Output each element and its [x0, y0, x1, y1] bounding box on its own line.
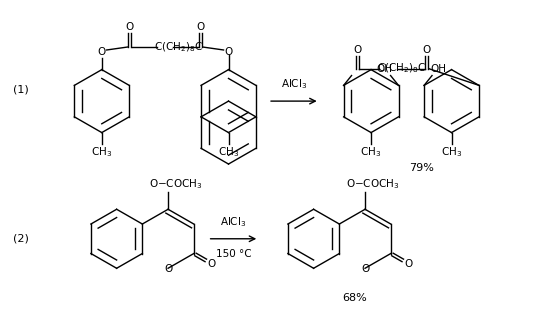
Text: OH: OH: [430, 64, 446, 74]
Text: 68%: 68%: [342, 293, 367, 303]
Text: CH$_3$: CH$_3$: [441, 145, 462, 159]
Text: O: O: [353, 45, 361, 55]
Text: O: O: [423, 45, 431, 55]
Text: C(CH$_2$)$_8$C: C(CH$_2$)$_8$C: [378, 62, 427, 76]
Text: O: O: [164, 264, 172, 274]
Text: C(CH$_2$)$_8$C: C(CH$_2$)$_8$C: [154, 40, 204, 54]
Text: 79%: 79%: [409, 163, 434, 173]
Text: O: O: [208, 259, 216, 269]
Text: AlCl$_3$: AlCl$_3$: [220, 215, 247, 229]
Text: O: O: [97, 47, 106, 57]
Text: O: O: [404, 259, 413, 269]
Text: 150 °C: 150 °C: [216, 249, 251, 259]
Text: CH$_3$: CH$_3$: [91, 145, 113, 159]
Text: OH: OH: [377, 64, 393, 74]
Text: O: O: [197, 22, 205, 32]
Text: O: O: [125, 22, 134, 32]
Text: CH$_3$: CH$_3$: [218, 145, 239, 159]
Text: (1): (1): [13, 84, 28, 94]
Text: O$-$COCH$_3$: O$-$COCH$_3$: [149, 177, 203, 190]
Text: AlCl$_3$: AlCl$_3$: [281, 78, 307, 91]
Text: CH$_3$: CH$_3$: [360, 145, 382, 159]
Text: O$-$COCH$_3$: O$-$COCH$_3$: [346, 177, 400, 190]
Text: O: O: [224, 47, 233, 57]
Text: (2): (2): [13, 234, 28, 244]
Text: O: O: [361, 264, 369, 274]
